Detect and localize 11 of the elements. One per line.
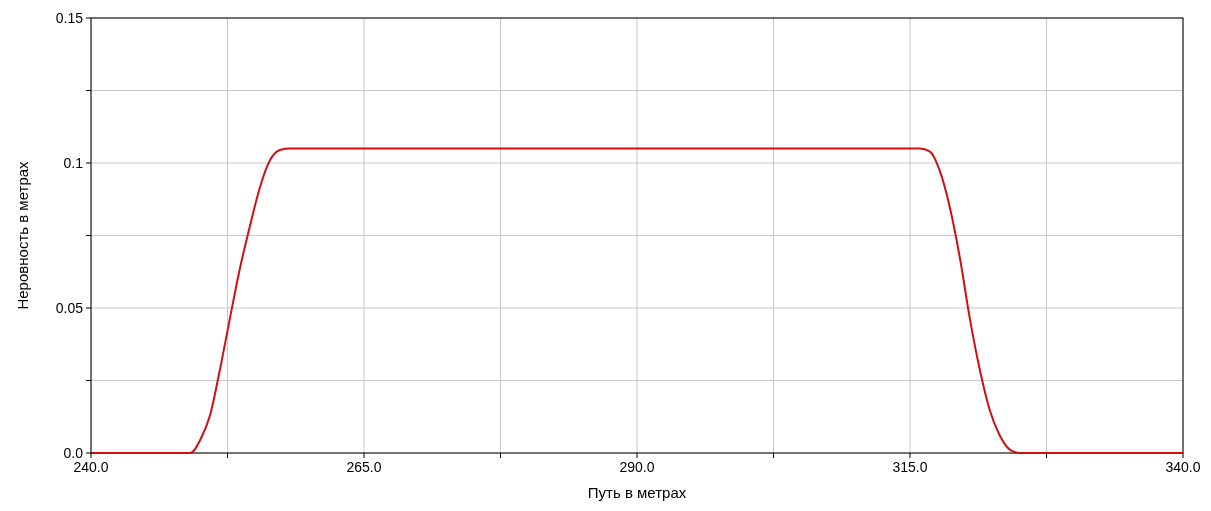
x-tick-label: 315.0 [892,459,928,475]
y-axis-title: Неровность в метрах [14,160,31,310]
x-tick-label: 240.0 [73,459,109,475]
x-axis-title: Путь в метрах [587,484,687,501]
y-tick-label: 0.05 [55,300,84,316]
x-tick-label: 265.0 [346,459,382,475]
x-tick-label: 340.0 [1165,459,1201,475]
x-tick-label: 290.0 [619,459,655,475]
y-tick-label: 0.1 [63,155,84,171]
y-tick-label: 0.15 [55,10,84,26]
y-tick-label: 0.0 [63,445,84,461]
